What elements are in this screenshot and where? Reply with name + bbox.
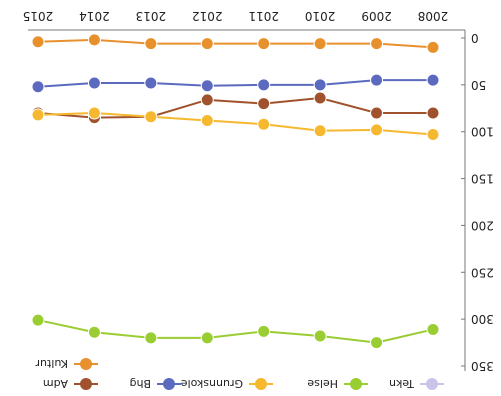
series-bhg bbox=[31, 73, 440, 94]
series-line bbox=[37, 38, 434, 49]
y-tick-label: 200 bbox=[471, 218, 494, 232]
data-point bbox=[144, 76, 158, 90]
legend-label: Helse bbox=[307, 377, 338, 390]
legend-swatch-marker bbox=[255, 378, 267, 390]
legend-item-bhg: Bhg bbox=[129, 377, 181, 390]
legend-label: Kultur bbox=[35, 357, 68, 370]
y-tick-label: 350 bbox=[471, 359, 494, 373]
x-tick-label: 2012 bbox=[192, 9, 223, 23]
data-point bbox=[31, 108, 45, 122]
legend-label: Adm bbox=[43, 377, 68, 390]
data-point bbox=[370, 73, 384, 87]
data-point bbox=[87, 325, 101, 339]
legend-label: Grunnskole bbox=[181, 377, 243, 390]
data-point bbox=[200, 79, 214, 93]
data-point bbox=[31, 313, 45, 327]
data-point bbox=[257, 97, 271, 111]
series-kultur bbox=[31, 33, 440, 54]
data-point bbox=[313, 329, 327, 343]
legend-item-tekn: Tekn bbox=[389, 377, 444, 390]
data-point bbox=[200, 93, 214, 107]
x-tick-label: 2009 bbox=[361, 9, 392, 23]
data-point bbox=[144, 37, 158, 51]
series-line bbox=[37, 111, 434, 136]
data-point bbox=[200, 331, 214, 345]
data-point bbox=[313, 91, 327, 105]
legend-swatch-marker bbox=[163, 378, 175, 390]
series-grunnskole bbox=[31, 106, 440, 142]
data-point bbox=[200, 37, 214, 51]
y-tick-label: 100 bbox=[471, 125, 494, 139]
y-tick-label: 250 bbox=[471, 265, 494, 279]
y-tick-label: 300 bbox=[471, 312, 494, 326]
y-tick-label: 0 bbox=[471, 31, 479, 45]
series-line bbox=[37, 96, 433, 119]
data-point bbox=[426, 106, 440, 120]
legend-item-kultur: Kultur bbox=[35, 357, 98, 370]
data-point bbox=[313, 37, 327, 51]
data-point bbox=[144, 331, 158, 345]
data-point bbox=[370, 37, 384, 51]
data-point bbox=[200, 113, 214, 127]
axes bbox=[28, 29, 466, 371]
x-tick-label: 2015 bbox=[23, 9, 54, 23]
legend-swatch-marker bbox=[80, 358, 92, 370]
x-tick-label: 2008 bbox=[418, 9, 449, 23]
legend: Adm Bhg Grunnskole Helse Tekn Kultur bbox=[35, 357, 444, 390]
legend-item-grunnskole: Grunnskole bbox=[181, 377, 273, 390]
data-point bbox=[87, 76, 101, 90]
data-point bbox=[426, 73, 440, 87]
x-tick-label: 2013 bbox=[136, 9, 167, 23]
data-point bbox=[144, 110, 158, 124]
legend-item-helse: Helse bbox=[307, 377, 368, 390]
data-point bbox=[426, 322, 440, 336]
legend-swatch-marker bbox=[426, 378, 438, 390]
legend-item-adm: Adm bbox=[43, 377, 98, 390]
y-axis-ticks: 0 50 100 150 200 250 300 350 bbox=[461, 31, 494, 373]
data-point bbox=[87, 33, 101, 47]
data-point bbox=[370, 123, 384, 137]
data-point bbox=[426, 40, 440, 54]
data-point bbox=[313, 124, 327, 138]
legend-swatch-marker bbox=[350, 378, 362, 390]
x-axis-ticks: 2008 2009 2010 2011 2012 2013 2014 2015 bbox=[23, 9, 449, 23]
data-point bbox=[257, 37, 271, 51]
y-tick-label: 50 bbox=[471, 78, 486, 92]
series-helse bbox=[31, 313, 440, 350]
data-point bbox=[87, 106, 101, 120]
data-point bbox=[257, 78, 271, 92]
x-tick-label: 2014 bbox=[79, 9, 110, 23]
x-tick-label: 2011 bbox=[248, 9, 279, 23]
data-point bbox=[257, 324, 271, 338]
data-point bbox=[313, 78, 327, 92]
y-tick-label: 150 bbox=[471, 172, 494, 186]
data-point bbox=[31, 80, 45, 94]
series-group bbox=[31, 33, 440, 350]
series-line bbox=[37, 319, 434, 344]
data-point bbox=[370, 336, 384, 350]
x-tick-label: 2010 bbox=[305, 9, 336, 23]
data-point bbox=[257, 117, 271, 131]
data-point bbox=[31, 35, 45, 49]
series-line bbox=[37, 79, 433, 88]
legend-swatch-marker bbox=[80, 378, 92, 390]
legend-label: Bhg bbox=[129, 377, 151, 390]
data-point bbox=[370, 106, 384, 120]
data-point bbox=[426, 128, 440, 142]
legend-label: Tekn bbox=[389, 377, 415, 390]
